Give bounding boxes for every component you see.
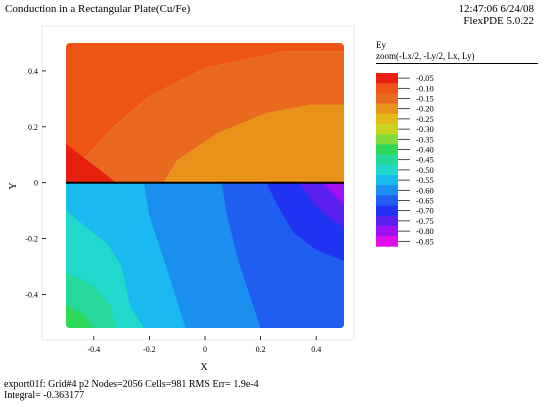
legend-swatch bbox=[376, 154, 398, 166]
legend-level-label: -0.50 bbox=[416, 165, 434, 175]
footer-stats: export01f: Grid#4 p2 Nodes=2056 Cells=98… bbox=[4, 379, 259, 401]
legend-swatch bbox=[376, 236, 398, 247]
legend-level-label: -0.05 bbox=[416, 73, 434, 83]
legend-swatch bbox=[376, 226, 398, 237]
x-tick-label: 0.4 bbox=[311, 345, 321, 354]
footer-grid-info: export01f: Grid#4 p2 Nodes=2056 Cells=98… bbox=[4, 379, 259, 390]
legend-level-label: -0.40 bbox=[416, 145, 434, 155]
contour-regions bbox=[66, 43, 344, 328]
legend-level-label: -0.85 bbox=[416, 236, 434, 246]
legend-swatch bbox=[376, 73, 398, 84]
legend-swatch bbox=[376, 134, 398, 145]
contour-band-12 bbox=[66, 305, 94, 328]
legend-swatch bbox=[376, 185, 398, 196]
contour-band-2 bbox=[66, 51, 344, 183]
legend-header: Ey zoom(-Lx/2, -Ly/2, Lx, Ly) bbox=[376, 40, 474, 62]
legend-level-label: -0.20 bbox=[416, 104, 434, 114]
software-version: FlexPDE 5.0.22 bbox=[463, 15, 534, 27]
footer-integral: Integral= -0.363177 bbox=[4, 390, 85, 401]
legend-swatch bbox=[376, 195, 398, 206]
y-tick-label: -0.2 bbox=[25, 235, 38, 244]
legend-swatch bbox=[376, 113, 398, 125]
contour-band-0 bbox=[66, 43, 344, 169]
x-tick-label: -0.2 bbox=[143, 345, 156, 354]
y-tick-label: -0.4 bbox=[25, 290, 38, 299]
x-tick-label: -0.4 bbox=[87, 345, 100, 354]
timestamp-block: 12:47:06 6/24/08 FlexPDE 5.0.22 bbox=[459, 3, 534, 27]
legend-variable: Ey bbox=[376, 40, 386, 50]
legend-zoom: zoom(-Lx/2, -Ly/2, Lx, Ly) bbox=[376, 51, 475, 61]
contour-band-3 bbox=[66, 143, 117, 183]
legend-level-label: -0.30 bbox=[416, 124, 434, 134]
legend-swatch bbox=[376, 93, 398, 104]
legend-swatch bbox=[376, 144, 398, 155]
legend-level-label: -0.75 bbox=[416, 216, 434, 226]
legend-swatch bbox=[376, 83, 398, 94]
legend-level-label: -0.65 bbox=[416, 196, 434, 206]
legend-level-label: -0.10 bbox=[416, 83, 434, 93]
legend-level-label: -0.35 bbox=[416, 134, 434, 144]
x-tick-label: 0 bbox=[203, 345, 207, 354]
legend-swatch bbox=[376, 164, 398, 176]
legend-level-label: -0.70 bbox=[416, 206, 434, 216]
y-tick-label: 0.2 bbox=[28, 123, 38, 132]
legend-level-label: -0.25 bbox=[416, 114, 434, 124]
legend-swatch bbox=[376, 205, 398, 217]
legend-swatch bbox=[376, 175, 398, 186]
x-axis-label: X bbox=[200, 362, 208, 373]
timestamp: 12:47:06 6/24/08 bbox=[458, 3, 534, 15]
legend-divider bbox=[376, 63, 538, 64]
legend-swatch bbox=[376, 103, 398, 115]
legend-level-label: -0.15 bbox=[416, 94, 434, 104]
y-tick-label: 0 bbox=[34, 179, 38, 188]
y-axis-label: Y bbox=[8, 182, 19, 189]
x-tick-label: 0.2 bbox=[256, 345, 266, 354]
contour-band-9 bbox=[321, 182, 344, 206]
legend-swatch bbox=[376, 124, 398, 135]
y-tick-label: 0.4 bbox=[28, 67, 38, 76]
legend-level-label: -0.45 bbox=[416, 155, 434, 165]
legend-level-label: -0.80 bbox=[416, 226, 434, 236]
legend-level-label: -0.55 bbox=[416, 175, 434, 185]
legend-level-label: -0.60 bbox=[416, 185, 434, 195]
plot-title: Conduction in a Rectangular Plate(Cu/Fe) bbox=[5, 3, 191, 15]
legend-swatch bbox=[376, 215, 398, 227]
